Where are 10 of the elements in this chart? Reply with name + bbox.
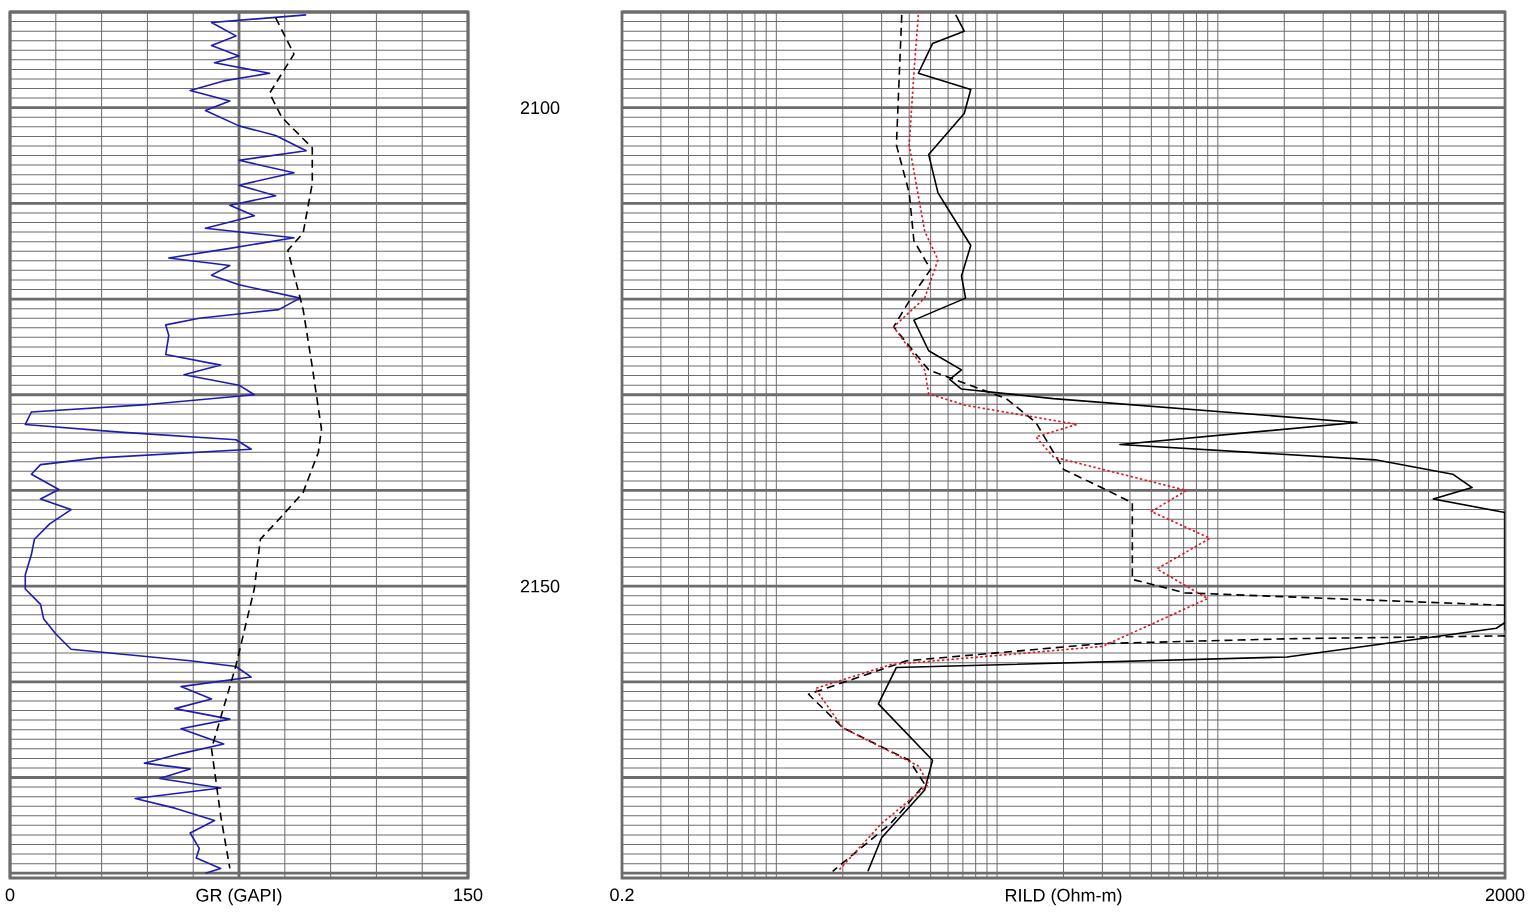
y-tick-label: 2100 xyxy=(520,101,560,115)
x-tick-label: 150 xyxy=(454,888,483,902)
y-tick-label: 2150 xyxy=(520,579,560,593)
x-axis-title: RILD (Ohm-m) xyxy=(1005,888,1122,906)
x-axis-title: GR (GAPI) xyxy=(196,888,282,906)
line-series xyxy=(24,14,307,875)
x-tick-label: 0.2 xyxy=(610,888,634,902)
x-tick-label: 2000 xyxy=(1485,888,1525,902)
line-series xyxy=(210,16,323,870)
x-tick-label: 0 xyxy=(5,888,15,902)
